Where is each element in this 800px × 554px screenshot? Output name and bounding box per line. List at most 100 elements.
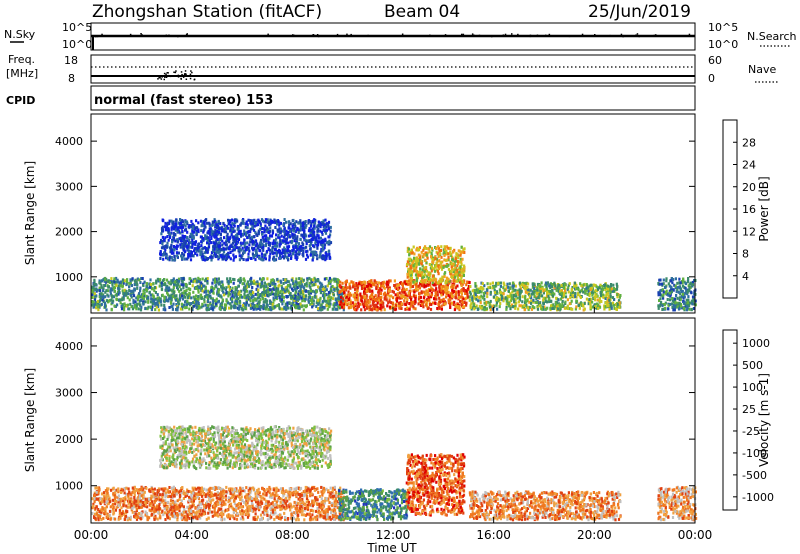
heatmap-cell (185, 303, 188, 306)
heatmap-cell (301, 228, 304, 232)
heatmap-cell (247, 255, 250, 259)
heatmap-cell (232, 238, 235, 242)
heatmap-cell (491, 305, 494, 309)
heatmap-cell (250, 302, 253, 306)
heatmap-cell (545, 284, 548, 288)
heatmap-cell (449, 306, 452, 309)
heatmap-cell (168, 306, 171, 309)
heatmap-cell (387, 283, 390, 287)
heatmap-cell (438, 283, 441, 286)
heatmap-cell (310, 242, 313, 246)
heatmap-cell (239, 223, 242, 227)
heatmap-cell (326, 284, 329, 288)
heatmap-cell (438, 285, 441, 289)
heatmap-cell (418, 295, 421, 299)
heatmap-cell (166, 257, 169, 261)
heatmap-cell (409, 289, 412, 293)
heatmap-cell (367, 281, 370, 284)
heatmap-cell (536, 305, 539, 308)
heatmap-cell (372, 302, 375, 306)
heatmap-cell (437, 253, 440, 257)
heatmap-cell (440, 255, 443, 259)
heatmap-cell (514, 298, 517, 302)
heatmap-cell (160, 287, 164, 291)
heatmap-cell (474, 282, 477, 285)
heatmap-cell (502, 299, 505, 303)
heatmap-cell (257, 232, 260, 236)
heatmap-cell (317, 220, 320, 224)
heatmap-cell (234, 301, 237, 305)
heatmap-cell (327, 281, 330, 285)
heatmap-cell (292, 282, 295, 286)
heatmap-cell (567, 307, 570, 310)
nsearch-dot (504, 33, 507, 36)
heatmap-cell (202, 284, 205, 288)
heatmap-cell (200, 288, 203, 292)
heatmap-cell (589, 303, 592, 307)
heatmap-cell (305, 305, 308, 309)
heatmap-cell (412, 266, 416, 270)
heatmap-cell (278, 243, 281, 247)
heatmap-cell (435, 297, 438, 301)
heatmap-cell (473, 294, 476, 298)
heatmap-cell (387, 301, 390, 305)
heatmap-cell (294, 291, 297, 295)
heatmap-cell (252, 302, 255, 306)
heatmap-cell (475, 297, 478, 301)
heatmap-cell (208, 239, 211, 243)
heatmap-cell (172, 233, 176, 237)
heatmap-cell (421, 290, 425, 294)
heatmap-cell (121, 298, 124, 302)
heatmap-cell (379, 292, 382, 295)
heatmap-cell (562, 293, 565, 297)
heatmap-cell (443, 275, 446, 279)
heatmap-cell (323, 305, 326, 309)
heatmap-cell (321, 307, 324, 311)
heatmap-cell (293, 234, 296, 238)
heatmap-cell (254, 292, 257, 296)
heatmap-cell (194, 240, 198, 244)
heatmap-cell (412, 258, 416, 262)
heatmap-cell (225, 237, 228, 241)
heatmap-cell (229, 257, 232, 261)
heatmap-cell (311, 289, 314, 293)
heatmap-cell (170, 243, 173, 247)
heatmap-cell (233, 239, 236, 243)
heatmap-cell (227, 285, 230, 288)
heatmap-cell (203, 298, 206, 302)
heatmap-cell (235, 299, 238, 303)
heatmap-cell (98, 292, 101, 296)
heatmap-cell (279, 221, 283, 225)
heatmap-cell (599, 283, 602, 287)
heatmap-cell (527, 307, 530, 311)
heatmap-cell (144, 307, 147, 311)
heatmap-cell (221, 239, 224, 243)
heatmap-cell (352, 293, 355, 297)
heatmap-cell (217, 250, 220, 254)
heatmap-cell (374, 294, 377, 298)
heatmap-cell (193, 279, 197, 283)
heatmap-cell (243, 229, 246, 233)
heatmap-cell (195, 305, 198, 309)
heatmap-cell (280, 307, 283, 311)
heatmap-cell (591, 291, 595, 295)
heatmap-cell (257, 288, 260, 292)
heatmap-cell (156, 293, 159, 297)
heatmap-cell (301, 222, 304, 226)
heatmap-cell (505, 306, 508, 309)
heatmap-cell (236, 225, 239, 228)
heatmap-cell (217, 255, 220, 259)
heatmap-cell (242, 282, 245, 286)
heatmap-cell (414, 262, 417, 266)
heatmap-cell (242, 241, 245, 245)
heatmap-cell (451, 275, 454, 279)
heatmap-cell (122, 297, 125, 301)
heatmap-cell (273, 218, 276, 222)
heatmap-cell (495, 281, 498, 285)
heatmap-cell (175, 303, 178, 306)
heatmap-cell (469, 304, 472, 308)
heatmap-cell (397, 288, 400, 291)
heatmap-cell (479, 287, 482, 291)
heatmap-cell (302, 298, 305, 302)
heatmap-cell (118, 291, 121, 295)
